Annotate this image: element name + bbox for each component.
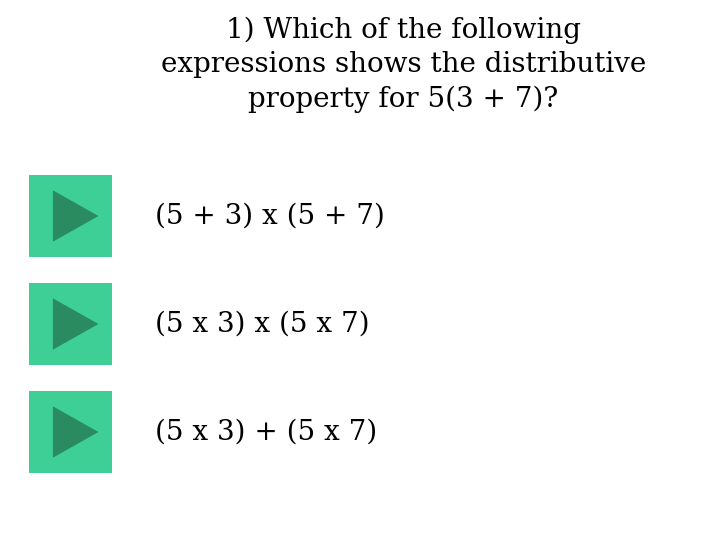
Bar xyxy=(29,390,112,474)
Polygon shape xyxy=(53,190,99,242)
Bar xyxy=(29,282,112,366)
Polygon shape xyxy=(53,298,99,350)
Text: 1) Which of the following
expressions shows the distributive
property for 5(3 + : 1) Which of the following expressions sh… xyxy=(161,16,646,113)
Polygon shape xyxy=(53,406,99,458)
Text: (5 x 3) x (5 x 7): (5 x 3) x (5 x 7) xyxy=(155,310,369,338)
Text: (5 + 3) x (5 + 7): (5 + 3) x (5 + 7) xyxy=(155,202,384,230)
Text: (5 x 3) + (5 x 7): (5 x 3) + (5 x 7) xyxy=(155,418,377,445)
Bar xyxy=(29,174,112,258)
